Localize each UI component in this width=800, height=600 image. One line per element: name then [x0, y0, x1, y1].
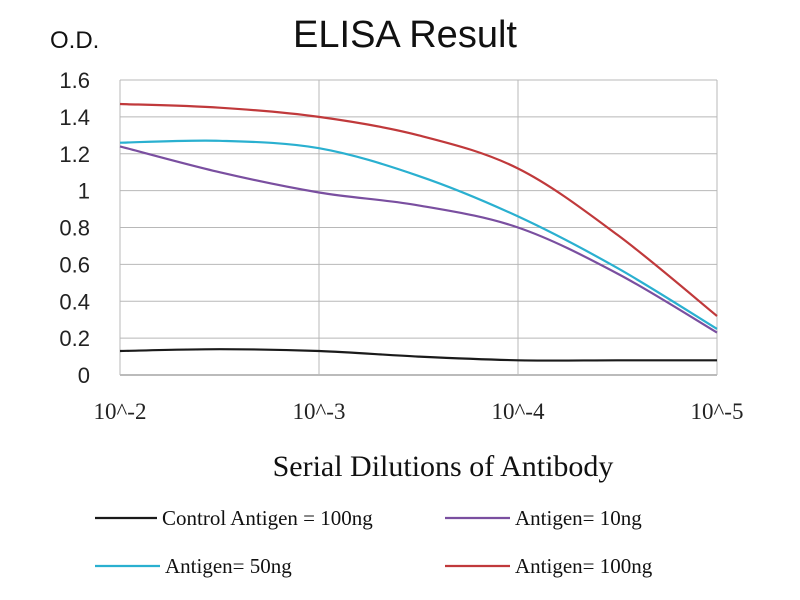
y-tick-label: 0.4	[59, 289, 90, 314]
chart-title: ELISA Result	[293, 14, 517, 56]
y-tick-label: 1.6	[59, 68, 90, 93]
y-tick-label: 0.8	[59, 216, 90, 241]
x-tick-label: 10^-5	[691, 399, 744, 424]
y-tick-labels: 0 0.2 0.4 0.6 0.8 1 1.2 1.4 1.6	[59, 68, 90, 388]
legend-label-antigen-50ng: Antigen= 50ng	[165, 554, 292, 578]
y-tick-label: 1.2	[59, 142, 90, 167]
gridlines	[119, 79, 718, 376]
x-axis-label: Serial Dilutions of Antibody	[273, 450, 614, 483]
legend: Control Antigen = 100ng Antigen= 10ng Anti…	[95, 506, 653, 578]
series-line-antigen-10ng	[119, 145, 718, 334]
series-line-antigen-100ng	[119, 102, 718, 317]
x-tick-labels: 10^-2 10^-3 10^-4 10^-5	[94, 399, 744, 424]
legend-label-control-antigen-100ng: Control Antigen = 100ng	[162, 506, 373, 530]
x-tick-label: 10^-2	[94, 399, 147, 424]
x-tick-label: 10^-4	[492, 399, 545, 424]
series-lines	[119, 102, 718, 362]
legend-label-antigen-10ng: Antigen= 10ng	[515, 506, 642, 530]
y-tick-label: 0	[78, 363, 90, 388]
y-tick-label: 1.4	[59, 105, 90, 130]
y-tick-label: 1	[78, 179, 90, 204]
x-tick-label: 10^-3	[293, 399, 346, 424]
legend-label-antigen-100ng: Antigen= 100ng	[515, 554, 653, 578]
y-tick-label: 0.2	[59, 326, 90, 351]
series-line-antigen-50ng	[119, 139, 718, 330]
series-line-control-antigen-100ng	[119, 348, 717, 362]
y-axis-label: O.D.	[50, 27, 99, 54]
y-tick-label: 0.6	[59, 252, 90, 277]
